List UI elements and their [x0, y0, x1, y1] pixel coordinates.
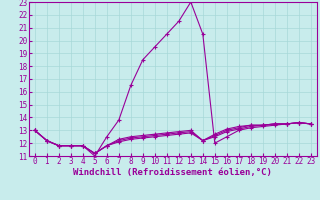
- X-axis label: Windchill (Refroidissement éolien,°C): Windchill (Refroidissement éolien,°C): [73, 168, 272, 177]
